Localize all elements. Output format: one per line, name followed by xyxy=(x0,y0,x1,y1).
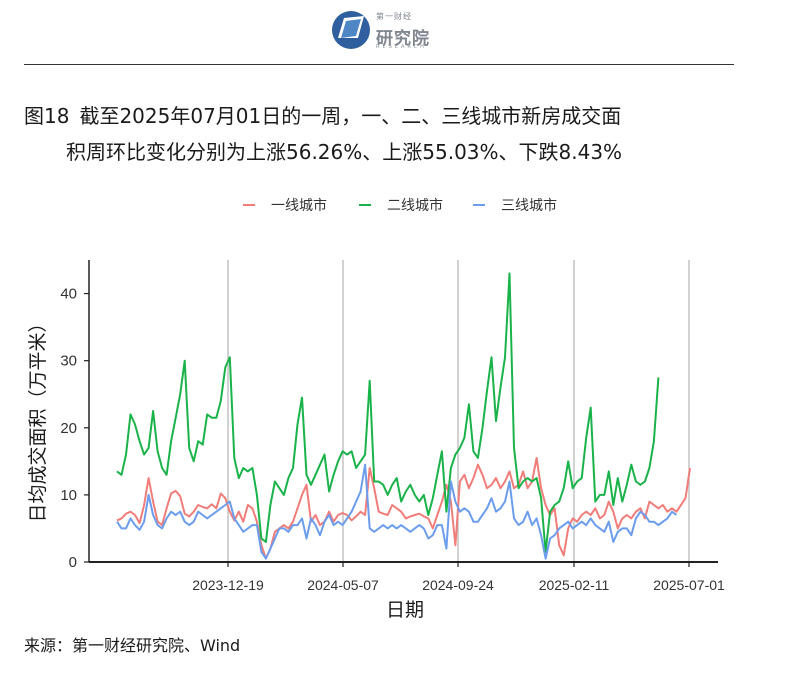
series-line-1 xyxy=(116,457,691,560)
y-axis-label: 日均成交面积（万平米） xyxy=(27,313,49,522)
logo-subtitle: RESEARCH xyxy=(376,44,427,50)
header-divider xyxy=(24,64,734,65)
series-line-2 xyxy=(116,272,660,553)
title-text-line1: 截至2025年07月01日的一周，一、二、三线城市新房成交面 xyxy=(79,104,622,128)
legend-item-1: 一线城市 xyxy=(243,197,327,214)
legend: 一线城市 二线城市 三线城市 xyxy=(243,197,557,214)
y-tick-label-1: 10 xyxy=(60,487,77,504)
logo-icon xyxy=(332,11,370,49)
y-tick-label-4: 40 xyxy=(60,286,77,303)
legend-item-2: 二线城市 xyxy=(359,197,443,214)
logo-top-text: 第一财经 xyxy=(376,12,412,21)
line-chart: 一线城市 二线城市 三线城市 2023-12-19 2024-05-07 2024-09… xyxy=(27,197,725,621)
legend-label-3: 三线城市 xyxy=(501,197,557,214)
chart-title-line1: 图18 截至2025年07月01日的一周，一、二、三线城市新房成交面 xyxy=(24,100,621,129)
x-tick-label-0: 2023-12-19 xyxy=(192,577,264,593)
legend-label-2: 二线城市 xyxy=(387,197,443,214)
series-line-3 xyxy=(116,463,678,560)
y-tick-label-3: 30 xyxy=(60,353,77,370)
x-tick-label-1: 2024-05-07 xyxy=(307,577,379,593)
axes xyxy=(84,260,718,567)
grid-lines xyxy=(227,260,690,562)
figure-number: 图18 xyxy=(24,104,70,128)
x-tick-label-2: 2024-09-24 xyxy=(422,577,494,593)
x-tick-label-3: 2025-02-11 xyxy=(539,577,610,593)
x-tick-label-4: 2025-07-01 xyxy=(653,577,725,593)
tick-labels: 2023-12-19 2024-05-07 2024-09-24 2025-02-11… xyxy=(60,286,725,593)
source-note: 来源：第一财经研究院、Wind xyxy=(24,636,241,655)
series-group xyxy=(116,272,691,560)
chart-title-line2: 积周环比变化分别为上涨56.26%、上涨55.03%、下跌8.43% xyxy=(66,140,623,164)
legend-item-3: 三线城市 xyxy=(473,197,557,214)
x-axis-label: 日期 xyxy=(386,599,424,621)
logo-name: 研究院 xyxy=(376,29,430,49)
y-tick-label-2: 20 xyxy=(60,420,77,437)
y-tick-label-0: 0 xyxy=(69,554,77,571)
legend-label-1: 一线城市 xyxy=(271,197,327,214)
